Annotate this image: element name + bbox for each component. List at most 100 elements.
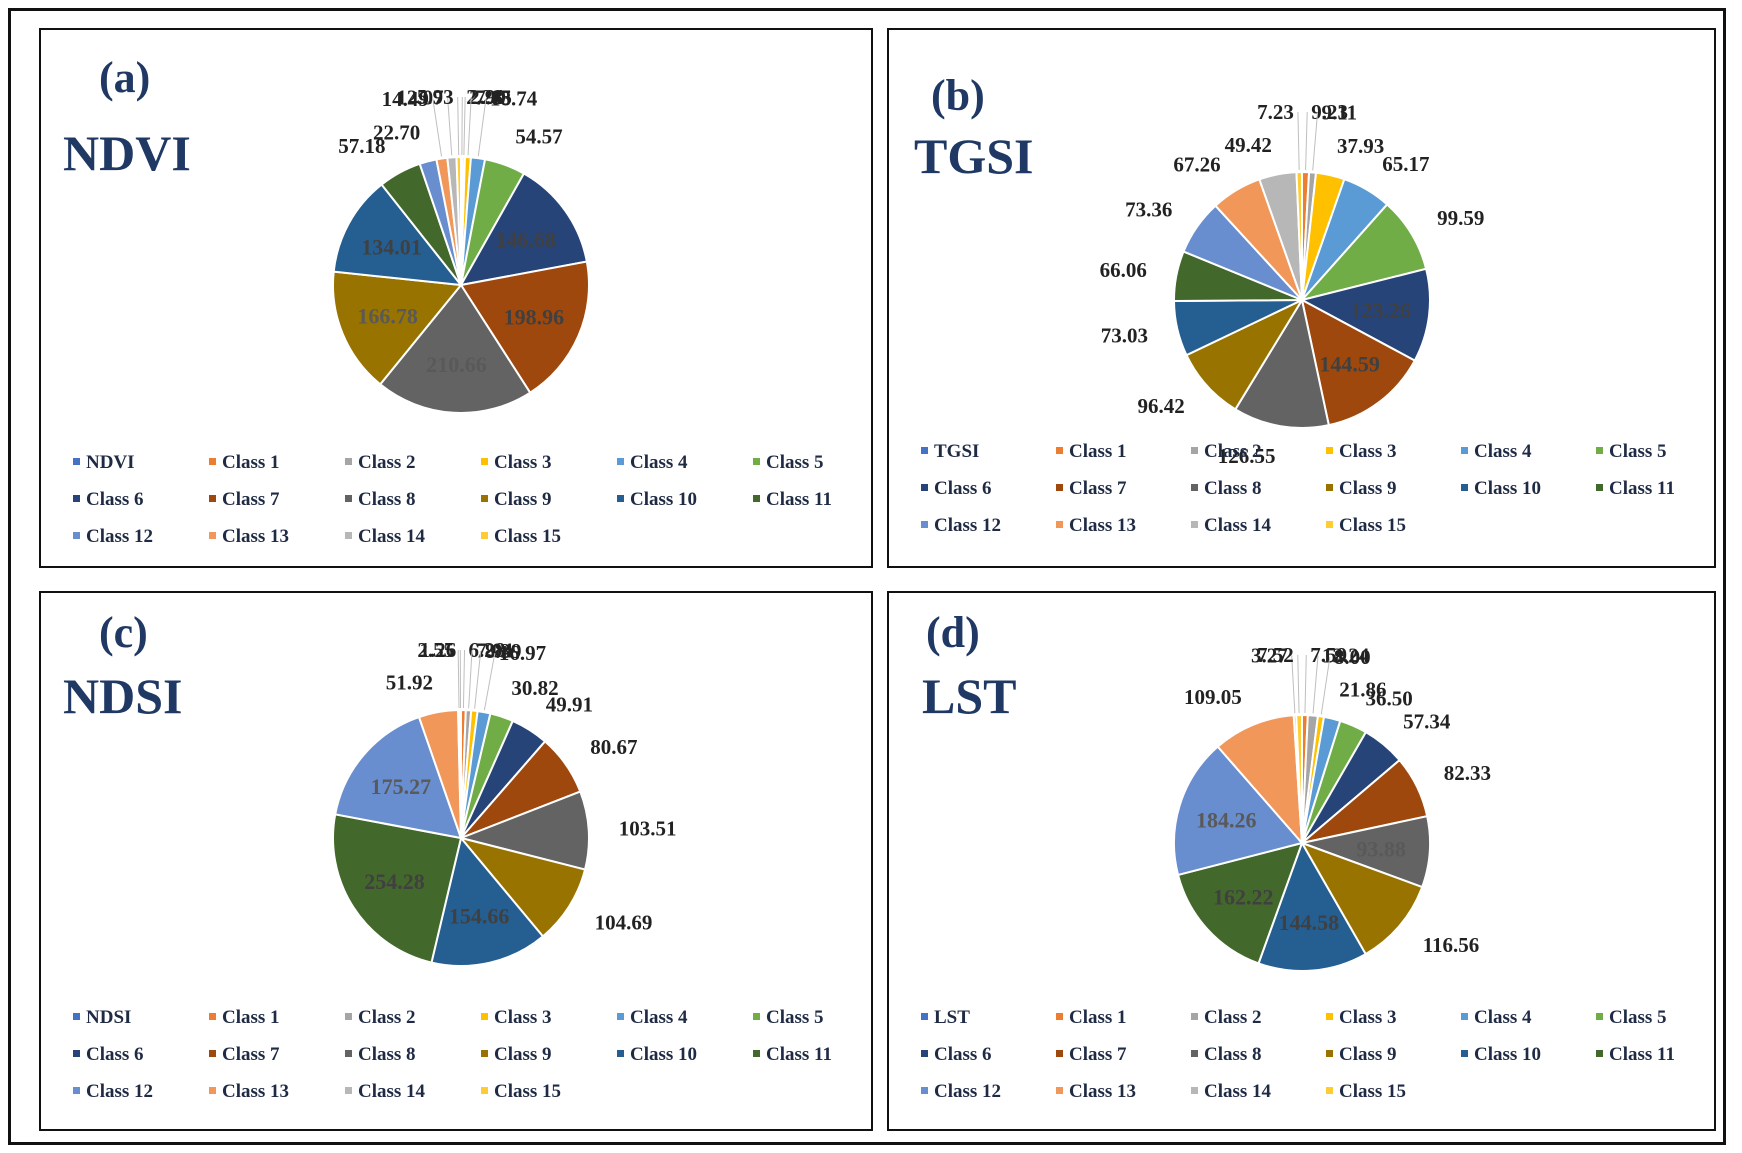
legend-swatch [73,458,80,465]
legend-label: Class 6 [934,478,992,499]
legend-swatch [1191,447,1198,454]
legend-item: Class 12 [921,1081,1001,1102]
data-label-class-5: 54.57 [515,125,562,149]
legend-swatch [1596,484,1603,491]
data-label-class-7: 82.33 [1444,761,1491,785]
panel-a-ndvi: (a) NDVI 2.28 2.90 7.85 18.74 54.57 146.68 198.9… [39,28,873,568]
legend-swatch [753,495,760,502]
legend-swatch [209,495,216,502]
data-label-class-8: 93.88 [1356,837,1406,862]
data-label-class-12: 184.26 [1196,808,1257,833]
chart-title: TGSI [914,128,1034,184]
legend-item: Class 9 [481,489,552,510]
data-label-class-1: 6.28 [469,638,506,662]
data-label-class-10: 154.66 [449,903,510,928]
legend-label: Class 13 [1069,1081,1136,1102]
pie-slice-class-8 [378,283,532,414]
legend-item: Class 14 [1191,1081,1272,1102]
panel-c-ndsi: (c) NDSI 6.28 7.04 8.39 16.97 30.82 49.91 80.67 1… [39,591,873,1131]
legend-label: Class 2 [358,452,416,473]
legend-item: Class 10 [617,489,697,510]
leader-line [483,652,496,711]
legend-item: Class 3 [1326,1007,1397,1028]
legend-item: Class 4 [1461,441,1532,462]
data-label-class-2: 7.04 [476,638,513,662]
legend-item: Class 14 [345,1081,426,1102]
legend-label: Class 7 [1069,478,1127,499]
legend-item: NDVI [73,452,135,473]
pie-slice-class-10 [1257,840,1367,972]
legend-label: Class 14 [1204,515,1272,536]
legend-item: Class 15 [1326,1081,1406,1102]
data-label-class-5: 99.59 [1437,206,1484,230]
legend-label: Class 9 [1339,478,1397,499]
legend-item: Class 5 [1596,1007,1667,1028]
figure-frame: (a) NDVI 2.28 2.90 7.85 18.74 54.57 146.68 198.9… [8,8,1726,1145]
legend-item: LST [921,1007,970,1028]
legend-item: Class 15 [1326,515,1406,536]
legend-item: Class 8 [1191,1044,1262,1065]
leader-line [1305,112,1308,171]
legend-item: Class 14 [1191,515,1272,536]
legend-item: Class 2 [345,452,416,473]
legend-item: Class 10 [617,1044,697,1065]
legend-item: Class 10 [1461,1044,1541,1065]
leader-line [447,97,453,156]
legend-item: Class 12 [921,515,1001,536]
data-label-class-8: 103.51 [619,816,677,840]
data-label-class-14: 2.55 [417,638,454,662]
legend-swatch [1596,1050,1603,1057]
data-label-class-11: 66.06 [1100,258,1147,282]
legend-swatch [345,1013,352,1020]
panel-label: (d) [926,608,980,657]
legend-label: Class 11 [766,1044,832,1065]
legend-swatch [921,1087,928,1094]
data-label-class-14: 12.07 [396,85,443,109]
leader-line [462,650,466,709]
legend-label: Class 8 [1204,478,1262,499]
data-label-class-11: 254.28 [364,869,425,894]
legend-label: Class 14 [1204,1081,1272,1102]
legend-swatch [753,1050,760,1057]
legend-label: Class 9 [494,1044,552,1065]
legend-label: Class 13 [222,526,289,547]
leader-line [1304,655,1307,714]
data-label-class-6: 57.34 [1403,710,1451,734]
legend-label: Class 13 [1069,515,1136,536]
pie-slice-class-15 [455,155,462,286]
data-label-class-2: 13.24 [1322,644,1370,668]
legend-item: Class 6 [921,478,992,499]
leader-line [457,97,460,156]
legend-swatch [1056,484,1063,491]
data-label-class-7: 198.96 [504,304,565,329]
legend-item: Class 6 [921,1044,992,1065]
legend-label: Class 2 [358,1007,416,1028]
pie-slice-class-15 [459,708,462,839]
legend-item: Class 9 [1326,478,1397,499]
data-label-class-10: 73.03 [1101,323,1148,347]
legend-swatch [345,532,352,539]
legend-label: Class 6 [934,1044,992,1065]
legend-swatch [73,1050,80,1057]
pie-slice-class-10 [430,835,545,967]
legend-label: Class 15 [494,526,561,547]
pie-slice-class-6 [1299,267,1431,362]
legend-item: Class 9 [481,1044,552,1065]
legend-label: Class 7 [222,489,280,510]
legend-label: Class 1 [222,452,280,473]
legend-label: Class 1 [1069,1007,1127,1028]
data-label-class-13: 51.92 [386,671,433,695]
legend-swatch [1056,1050,1063,1057]
data-label-class-6: 123.26 [1351,298,1412,323]
legend-label: NDVI [86,452,135,473]
data-label-class-4: 18.74 [490,87,538,111]
data-label-class-5: 30.82 [511,676,558,700]
data-label-class-13: 14.49 [382,87,429,111]
pie-slice-class-12 [1173,745,1304,877]
legend-label: Class 3 [1339,441,1397,462]
leader-line [1312,112,1319,171]
pie-slice-class-11 [332,813,463,964]
legend-swatch [921,521,928,528]
legend-label: Class 5 [1609,441,1667,462]
